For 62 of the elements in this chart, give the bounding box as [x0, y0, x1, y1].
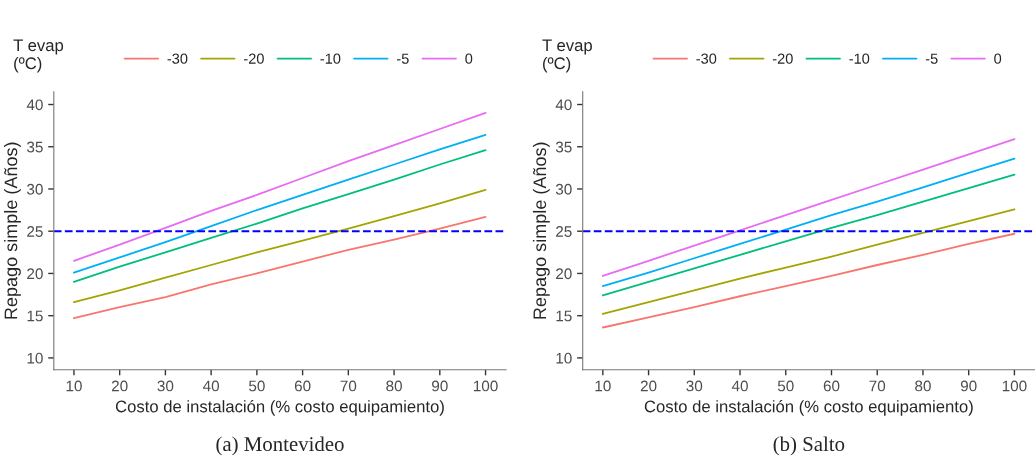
x-tick-label: 40 [731, 380, 748, 392]
y-tick-label: 35 [26, 141, 43, 153]
x-tick-label: 50 [248, 380, 265, 392]
line-series [601, 208, 1016, 315]
x-tick-label: 90 [960, 380, 977, 392]
line-series [73, 215, 487, 320]
x-tick-label: 40 [203, 380, 220, 392]
y-tick-label: 20 [27, 268, 43, 280]
line-series [73, 134, 487, 274]
line-series [73, 188, 487, 304]
x-tick-label: 30 [157, 380, 174, 392]
y-tick-label: 40 [26, 99, 43, 111]
x-tick-label: 70 [340, 380, 357, 392]
y-axis-title: Repago simple (Años) [532, 142, 550, 319]
y-axis-title: Repago simple (Años) [4, 142, 21, 319]
legend-label: -20 [772, 53, 793, 64]
legend-title: T evap (ºC) [13, 39, 64, 73]
y-tick-label: 25 [556, 226, 572, 237]
line-series [601, 138, 1016, 277]
legend-label: -30 [696, 53, 717, 64]
x-tick-label: 50 [777, 380, 794, 392]
x-tick-label: 10 [66, 380, 82, 392]
legend-label: -10 [849, 53, 870, 64]
y-tick-label: 15 [556, 310, 572, 322]
text: (b) Salto [773, 436, 845, 456]
line-series [73, 149, 487, 283]
legend-label: -5 [397, 53, 409, 64]
line-series [601, 173, 1016, 297]
legend-label: -10 [320, 53, 341, 64]
x-axis-title: Costo de instalación (% costo equipamiento) [115, 399, 444, 416]
x-tick-label: 20 [640, 380, 657, 392]
legend-label: 0 [465, 53, 473, 64]
line-series [601, 232, 1016, 329]
x-tick-label: 10 [595, 380, 611, 392]
x-tick-label: 20 [111, 380, 128, 392]
x-tick-label: 90 [432, 380, 448, 392]
x-tick-label: 70 [869, 380, 886, 392]
x-axis-title: Costo de instalación (% costo equipamiento) [644, 399, 973, 416]
x-tick-label: 80 [915, 380, 931, 392]
y-tick-label: 10 [27, 352, 43, 364]
line-series [601, 157, 1016, 288]
legend-label: 0 [994, 53, 1002, 64]
legend-label: -30 [167, 53, 188, 64]
y-tick-label: 35 [555, 141, 572, 153]
x-tick-label: 100 [473, 380, 498, 392]
line-series [73, 112, 487, 262]
y-tick-label: 15 [27, 310, 43, 322]
x-tick-label: 100 [1002, 380, 1027, 392]
x-tick-label: 60 [294, 380, 311, 392]
y-tick-label: 40 [555, 99, 572, 111]
legend-label: -20 [244, 53, 264, 64]
x-tick-label: 80 [386, 380, 402, 392]
y-tick-label: 10 [556, 352, 572, 364]
y-tick-label: 30 [555, 183, 572, 195]
y-tick-label: 30 [26, 183, 43, 195]
text: (a) Montevideo [216, 436, 344, 456]
legend-label: -5 [925, 53, 938, 64]
x-tick-label: 30 [686, 380, 703, 392]
y-tick-label: 20 [556, 268, 572, 280]
y-tick-label: 25 [27, 226, 43, 237]
x-tick-label: 60 [823, 380, 840, 392]
legend-title: T evap (ºC) [542, 39, 592, 73]
